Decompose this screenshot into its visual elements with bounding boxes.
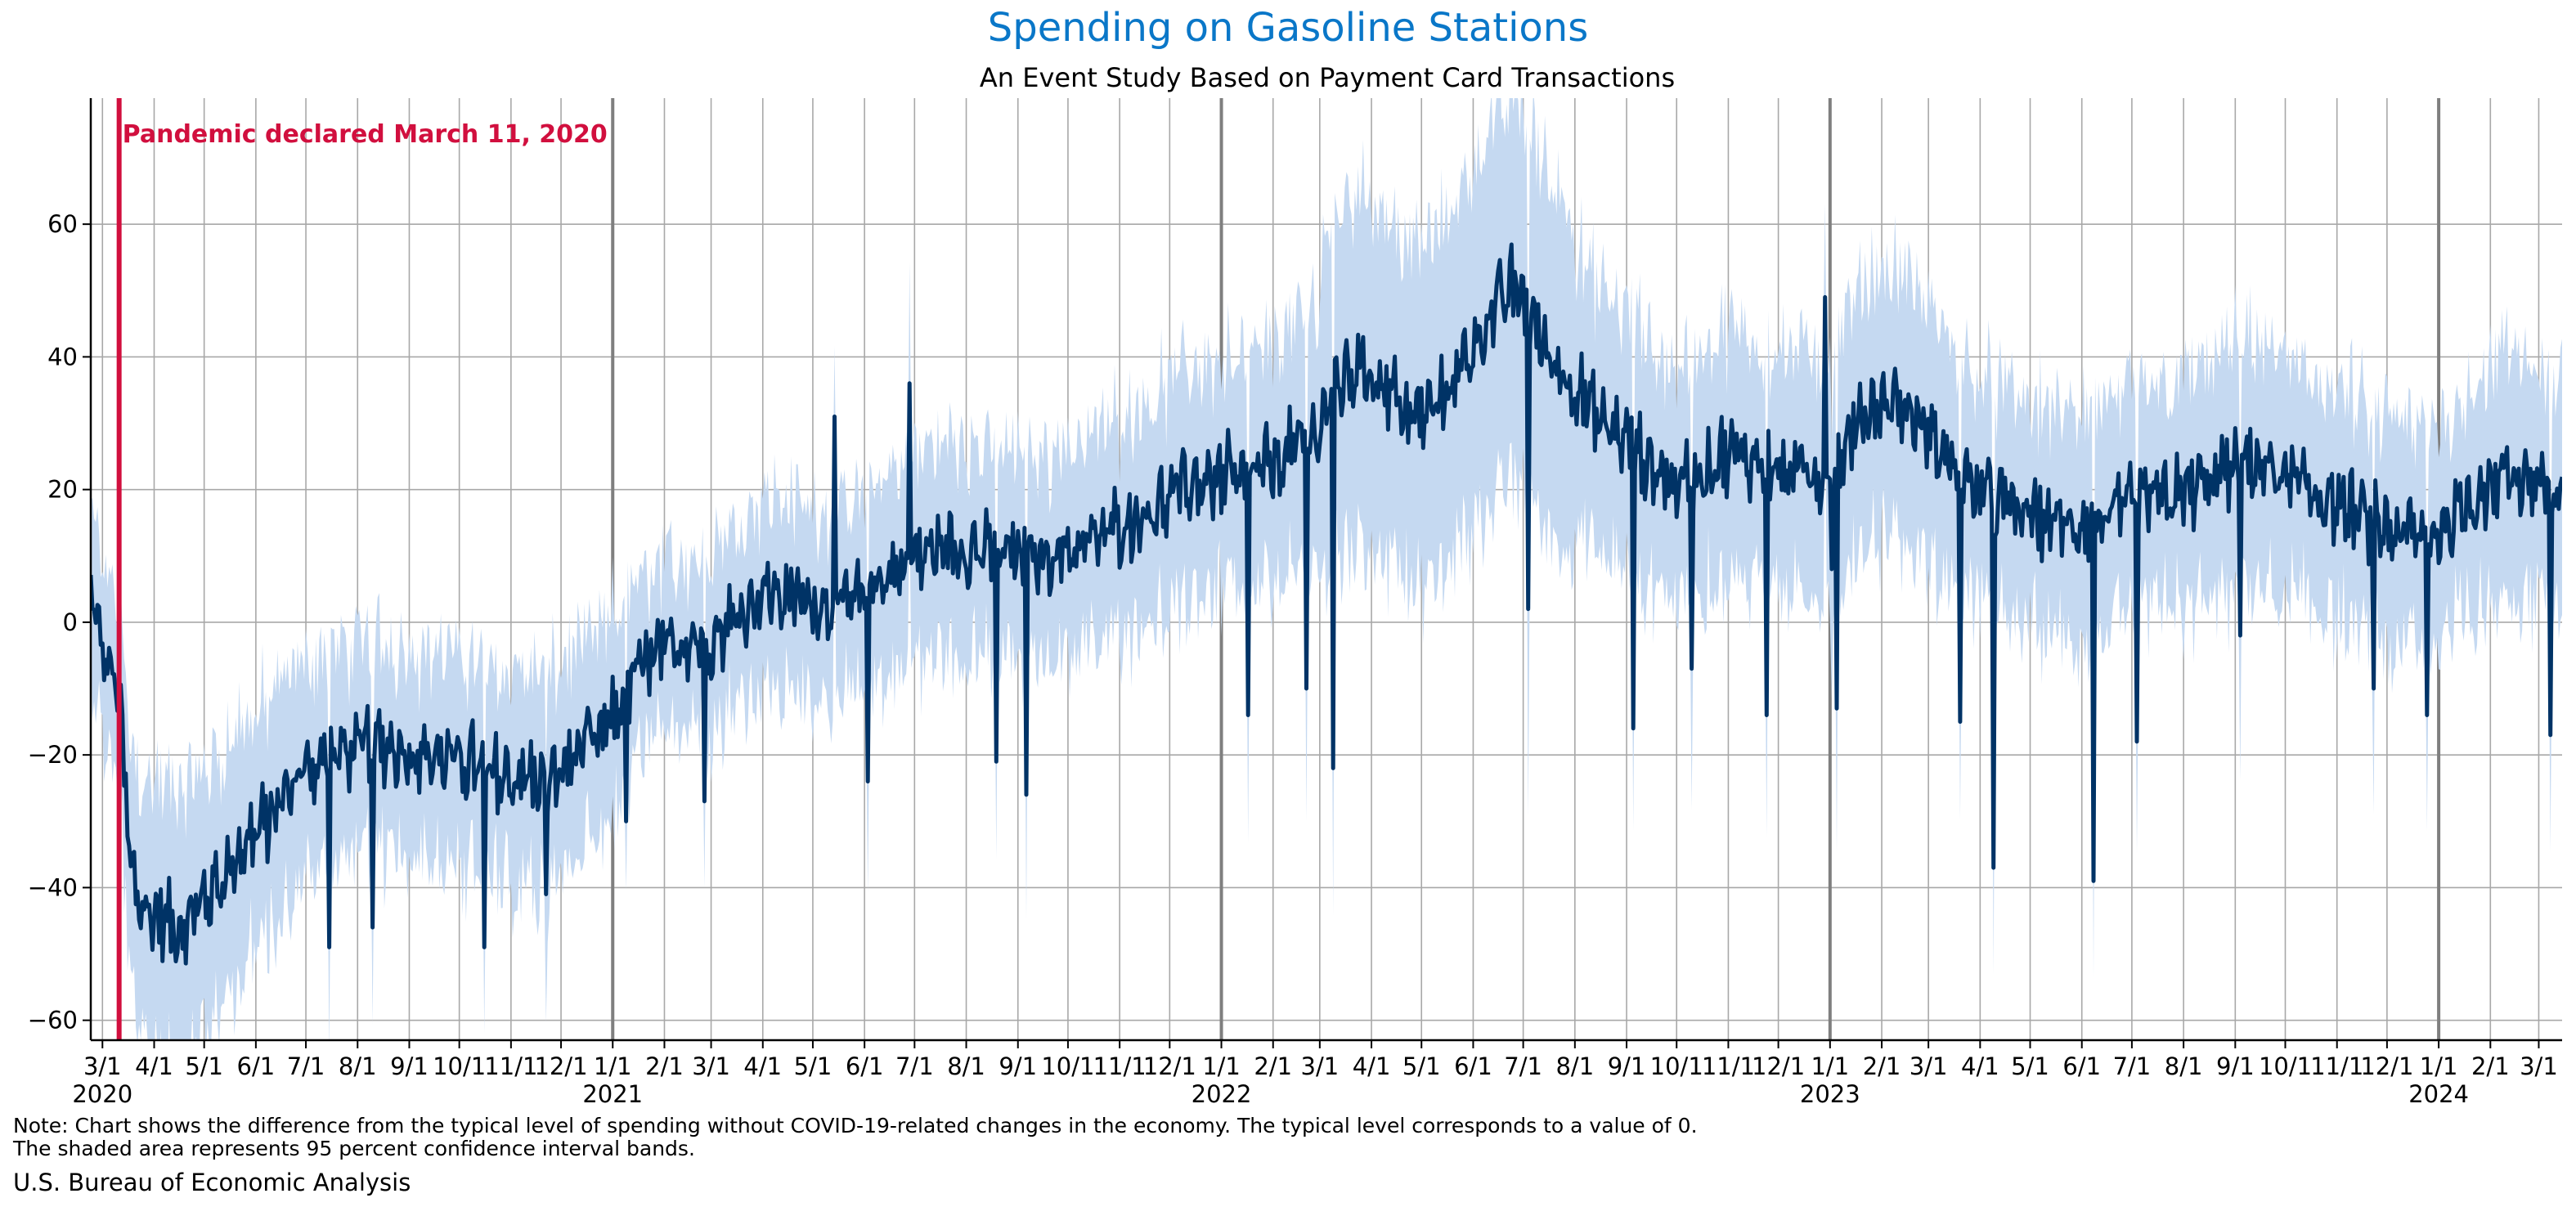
x-tick-label: 2/1 xyxy=(1254,1052,1292,1080)
x-tick-label: 11/1 xyxy=(2310,1052,2363,1080)
x-tick-label: 10/1 xyxy=(2259,1052,2312,1080)
x-tick-label: 10/1 xyxy=(1041,1052,1094,1080)
y-tick-label: 20 xyxy=(47,476,78,504)
y-tick-label: 60 xyxy=(47,210,78,238)
x-tick-label: 8/1 xyxy=(339,1052,377,1080)
x-tick-label: 6/1 xyxy=(1454,1052,1492,1080)
x-tick-label: 8/1 xyxy=(1555,1052,1594,1080)
year-label: 2020 xyxy=(72,1080,132,1108)
x-tick-label: 5/1 xyxy=(2011,1052,2049,1080)
x-tick-label: 12/1 xyxy=(534,1052,587,1080)
x-tick-label: 12/1 xyxy=(1752,1052,1805,1080)
spending-line xyxy=(91,242,2562,966)
source-label: U.S. Bureau of Economic Analysis xyxy=(13,1169,411,1196)
y-tick-label: 0 xyxy=(63,608,78,636)
x-tick-label: 7/1 xyxy=(287,1052,325,1080)
confidence-band xyxy=(91,98,2562,1040)
chart-title: Spending on Gasoline Stations xyxy=(988,5,1588,51)
x-axis-ticks: 3/1 4/1 5/1 6/1 7/1 8/1 9/1 10/111/112/1 1/1 2/1 3… xyxy=(72,1040,2558,1108)
spending-line-path xyxy=(91,242,2562,966)
x-tick-label: 5/1 xyxy=(185,1052,223,1080)
x-tick-label: 6/1 xyxy=(237,1052,276,1080)
x-tick-label: 3/1 xyxy=(692,1052,730,1080)
x-tick-label: 3/1 xyxy=(1301,1052,1340,1080)
y-axis-ticks: −60 −40 −20 0 20 40 60 xyxy=(28,210,91,1034)
x-tick-label: 3/1 xyxy=(1910,1052,1948,1080)
x-tick-label: 1/1 xyxy=(594,1052,632,1080)
x-tick-label: 1/1 xyxy=(2420,1052,2458,1080)
x-tick-label: 4/1 xyxy=(1961,1052,1999,1080)
x-tick-label: 8/1 xyxy=(947,1052,985,1080)
x-tick-label: 3/1 xyxy=(83,1052,122,1080)
x-tick-label: 2/1 xyxy=(2471,1052,2510,1080)
year-label: 2023 xyxy=(1800,1080,1860,1108)
x-tick-label: 1/1 xyxy=(1202,1052,1241,1080)
y-tick-label: 40 xyxy=(47,343,78,370)
x-tick-label: 2/1 xyxy=(645,1052,684,1080)
x-tick-label: 11/1 xyxy=(1093,1052,1147,1080)
x-tick-label: 7/1 xyxy=(895,1052,934,1080)
x-tick-label: 6/1 xyxy=(846,1052,884,1080)
x-tick-label: 9/1 xyxy=(2216,1052,2255,1080)
x-tick-label: 11/1 xyxy=(1702,1052,1755,1080)
x-tick-label: 6/1 xyxy=(2062,1052,2101,1080)
x-tick-label: 5/1 xyxy=(794,1052,832,1080)
chart-subtitle: An Event Study Based on Payment Card Tra… xyxy=(980,62,1675,93)
x-tick-label: 11/1 xyxy=(484,1052,537,1080)
x-tick-label: 2/1 xyxy=(1863,1052,1901,1080)
y-tick-label: −20 xyxy=(28,741,78,769)
axes xyxy=(89,98,2562,1042)
x-tick-label: 9/1 xyxy=(390,1052,429,1080)
year-label: 2024 xyxy=(2408,1080,2469,1108)
y-tick-label: −60 xyxy=(28,1007,78,1034)
x-tick-label: 12/1 xyxy=(1143,1052,1196,1080)
x-tick-label: 10/1 xyxy=(433,1052,486,1080)
year-label: 2021 xyxy=(582,1080,643,1108)
x-tick-label: 4/1 xyxy=(135,1052,173,1080)
x-tick-label: 9/1 xyxy=(1608,1052,1646,1080)
pandemic-marker: Pandemic declared March 11, 2020 xyxy=(116,98,608,1040)
note-line-1: Note: Chart shows the difference from th… xyxy=(13,1114,1698,1137)
x-tick-label: 5/1 xyxy=(1402,1052,1441,1080)
confidence-band-area xyxy=(91,98,2562,1040)
x-tick-label: 4/1 xyxy=(743,1052,782,1080)
x-tick-label: 3/1 xyxy=(2520,1052,2558,1080)
x-tick-label: 4/1 xyxy=(1353,1052,1391,1080)
x-tick-label: 7/1 xyxy=(2113,1052,2152,1080)
x-tick-label: 12/1 xyxy=(2360,1052,2413,1080)
x-tick-label: 7/1 xyxy=(1504,1052,1542,1080)
x-tick-label: 9/1 xyxy=(999,1052,1037,1080)
x-tick-label: 1/1 xyxy=(1811,1052,1849,1080)
x-tick-label: 10/1 xyxy=(1650,1052,1703,1080)
y-tick-label: −40 xyxy=(28,873,78,901)
note-line-2: The shaded area represents 95 percent co… xyxy=(12,1137,695,1160)
x-tick-label: 8/1 xyxy=(2165,1052,2203,1080)
year-label: 2022 xyxy=(1192,1080,1252,1108)
pandemic-label: Pandemic declared March 11, 2020 xyxy=(123,120,608,149)
